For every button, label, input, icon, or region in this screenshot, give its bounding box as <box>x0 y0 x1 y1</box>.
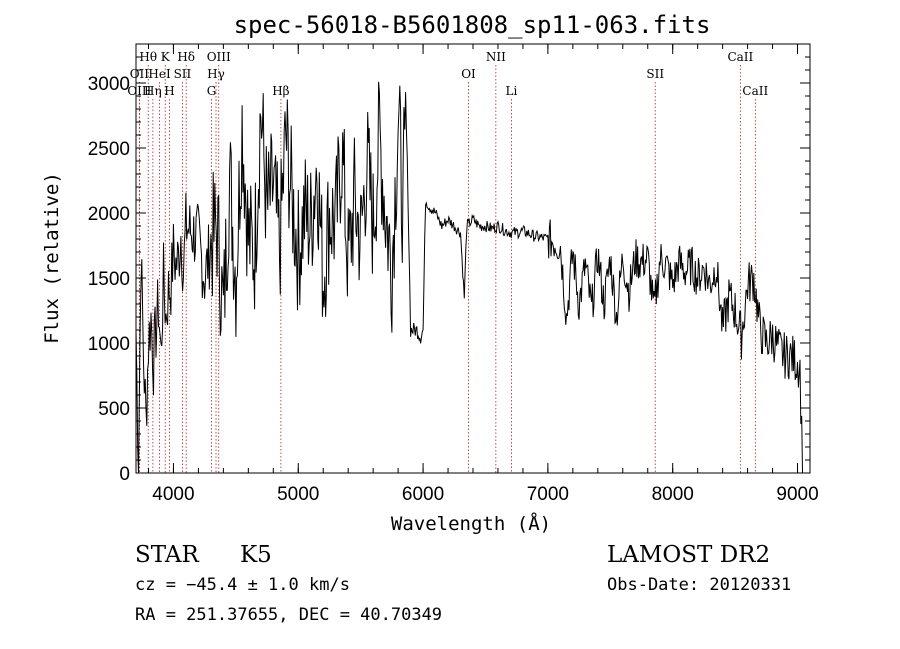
obs-date: Obs-Date: 20120331 <box>607 575 791 595</box>
coordinates: RA = 251.37655, DEC = 40.70349 <box>135 605 442 625</box>
y-tick-label: 3000 <box>88 74 130 95</box>
y-tick-label: 1000 <box>88 334 130 355</box>
y-axis-label: Flux (relative) <box>41 172 63 344</box>
x-tick-label: 7000 <box>527 484 569 505</box>
y-tick-label: 500 <box>98 399 130 420</box>
survey-name: LAMOST DR2 <box>607 542 770 568</box>
line-marker-label: Hδ <box>177 50 195 64</box>
object-subclass: K5 <box>240 542 272 568</box>
redshift-line: cz = −45.4 ± 1.0 km/s <box>135 575 350 595</box>
line-marker-label: Hη <box>144 84 162 98</box>
line-marker-label: OII <box>130 67 150 81</box>
line-marker-label: CaII <box>742 84 768 98</box>
y-tick-label: 2000 <box>88 204 130 225</box>
plot-border <box>135 43 811 474</box>
x-tick-label: 4000 <box>152 484 194 505</box>
line-marker-label: K <box>161 50 171 64</box>
x-tick-label: 9000 <box>776 484 818 505</box>
line-marker-label: OIII <box>127 84 151 98</box>
line-marker-label: SII <box>174 67 192 81</box>
line-marker-label: CaII <box>727 50 753 64</box>
line-marker-label: G <box>207 84 217 98</box>
line-marker-label: SII <box>646 67 664 81</box>
spectrum-line <box>135 81 803 474</box>
object-class: STAR <box>135 542 199 568</box>
line-marker-label: OI <box>461 67 476 81</box>
line-marker-label: Hγ <box>207 67 225 81</box>
line-marker-label: NII <box>486 50 506 64</box>
line-marker-label: Li <box>506 84 518 98</box>
x-axis-ticks: 4000 5000 6000 7000 8000 9000 <box>147 44 819 505</box>
x-tick-label: 5000 <box>277 484 319 505</box>
line-marker-label: HeI <box>148 67 171 81</box>
x-axis-label: Wavelength (Å) <box>391 512 551 535</box>
y-axis-ticks: 0 500 1000 1500 2000 2500 3000 <box>88 43 810 485</box>
x-tick-label: 8000 <box>652 484 694 505</box>
line-marker-label: H <box>164 84 174 98</box>
plot-frame <box>135 43 811 474</box>
line-marker-label: Hβ <box>272 84 289 98</box>
y-tick-label: 0 <box>119 464 130 485</box>
line-marker-label: Hθ <box>139 50 157 64</box>
y-tick-label: 1500 <box>88 269 130 290</box>
chart-title: spec-56018-B5601808_sp11-063.fits <box>234 11 711 39</box>
line-marker-label: OIII <box>207 50 231 64</box>
y-tick-label: 2500 <box>88 139 130 160</box>
x-tick-label: 6000 <box>402 484 444 505</box>
